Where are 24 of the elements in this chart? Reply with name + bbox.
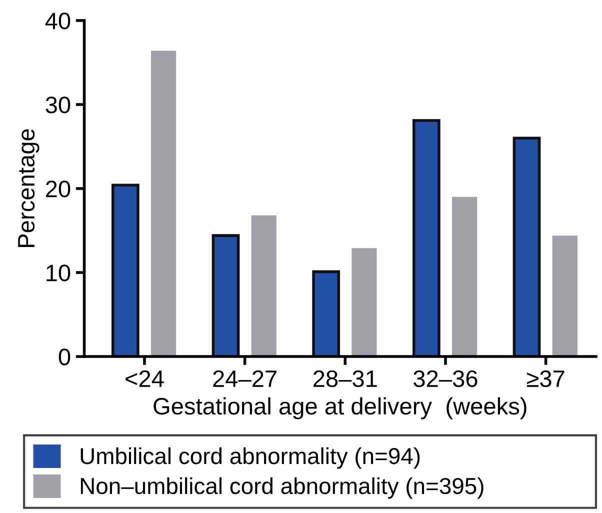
bar xyxy=(312,270,340,357)
bar xyxy=(151,50,176,357)
y-tick-label: 40 xyxy=(45,12,70,30)
x-tick-label: 28–31 xyxy=(314,370,377,388)
y-tick-label: 30 xyxy=(46,96,70,114)
x-tick-label: <24 xyxy=(126,370,164,387)
bar xyxy=(352,248,377,357)
x-tick-label: ≥37 xyxy=(526,370,564,388)
bar xyxy=(251,215,276,357)
y-tick-label: 10 xyxy=(46,264,70,282)
x-axis-title: Gestational age at delivery (weeks) xyxy=(154,397,526,420)
x-tick-label: 32–36 xyxy=(414,370,478,388)
y-tick-label: 20 xyxy=(46,180,70,198)
legend-label: Umbilical cord abnormality (n=94) xyxy=(80,447,420,469)
x-tick-label: 24–27 xyxy=(213,370,276,387)
bar xyxy=(552,236,578,357)
bar xyxy=(111,184,140,357)
bar xyxy=(452,196,478,357)
bar xyxy=(512,136,541,357)
y-tick-label: 0 xyxy=(58,348,70,366)
bar xyxy=(212,234,240,357)
legend-label: Non–umbilical cord abnormality (n=395) xyxy=(80,477,484,499)
bar xyxy=(412,119,440,357)
y-axis-title: Percentage xyxy=(18,129,40,247)
